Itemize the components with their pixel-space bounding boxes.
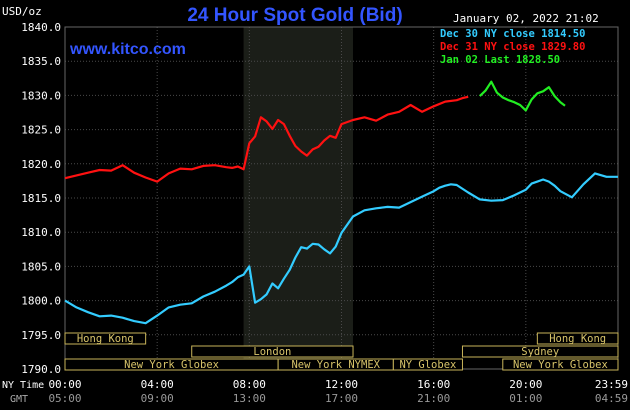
session-label: Hong Kong [549, 333, 606, 345]
y-tick-label: 1805.0 [21, 260, 61, 273]
session-label: New York Globex [124, 359, 219, 371]
y-axis-unit-label: USD/oz [2, 5, 42, 18]
y-tick-label: 1840.0 [21, 21, 61, 34]
series-line-3 [479, 80, 566, 112]
y-tick-label: 1795.0 [21, 329, 61, 342]
kitco-watermark: www.kitco.com [69, 41, 186, 58]
x-tick-label-ny: 08:00 [233, 378, 266, 391]
chart-timestamp: January 02, 2022 21:02 [453, 12, 599, 25]
y-tick-label: 1820.0 [21, 158, 61, 171]
y-tick-label: 1825.0 [21, 124, 61, 137]
legend-item-jan02: Jan 02 Last 1828.50 [440, 54, 560, 66]
x-tick-label-gmt: 01:00 [509, 392, 542, 405]
session-label: New York Globex [513, 359, 608, 371]
x-tick-label-ny: 20:00 [509, 378, 542, 391]
x-row-label-ny-time: NY Time [2, 380, 44, 391]
session-label: Sydney [521, 346, 559, 358]
chart-legend: Dec 30 NY close 1814.50 Dec 31 NY close … [440, 28, 585, 66]
session-label: New York NYMEX [291, 359, 380, 371]
y-tick-label: 1790.0 [21, 363, 61, 376]
session-bar [64, 332, 147, 345]
x-tick-label-gmt: 04:59 [595, 392, 628, 405]
legend-item-dec31: Dec 31 NY close 1829.80 [440, 41, 585, 53]
session-bar [502, 358, 619, 371]
y-tick-label: 1815.0 [21, 192, 61, 205]
y-tick-label: 1810.0 [21, 226, 61, 239]
x-tick-label-gmt: 17:00 [325, 392, 358, 405]
x-tick-label-gmt: 05:00 [48, 392, 81, 405]
session-bar [461, 345, 619, 358]
y-tick-label: 1835.0 [21, 55, 61, 68]
legend-item-dec30: Dec 30 NY close 1814.50 [440, 28, 585, 40]
x-tick-label-ny: 12:00 [325, 378, 358, 391]
x-tick-label-ny: 04:00 [141, 378, 174, 391]
session-bar [392, 358, 463, 371]
session-label: Hong Kong [77, 333, 134, 345]
x-tick-label-gmt: 21:00 [417, 392, 450, 405]
x-tick-label-ny: 23:59 [595, 378, 628, 391]
session-label: NY Globex [399, 359, 456, 371]
session-label: London [253, 346, 291, 358]
y-tick-label: 1800.0 [21, 295, 61, 308]
x-row-label-gmt: GMT [10, 394, 28, 405]
session-bar [536, 332, 619, 345]
x-tick-label-gmt: 13:00 [233, 392, 266, 405]
series-line-1 [64, 172, 618, 325]
session-bar [191, 345, 354, 358]
highlight-region [243, 27, 354, 369]
chart-title: 24 Hour Spot Gold (Bid) [187, 5, 402, 26]
x-tick-label-ny: 16:00 [417, 378, 450, 391]
y-tick-label: 1830.0 [21, 89, 61, 102]
x-tick-label-gmt: 09:00 [141, 392, 174, 405]
x-tick-label-ny: 00:00 [48, 378, 81, 391]
series-line-2 [64, 95, 469, 183]
